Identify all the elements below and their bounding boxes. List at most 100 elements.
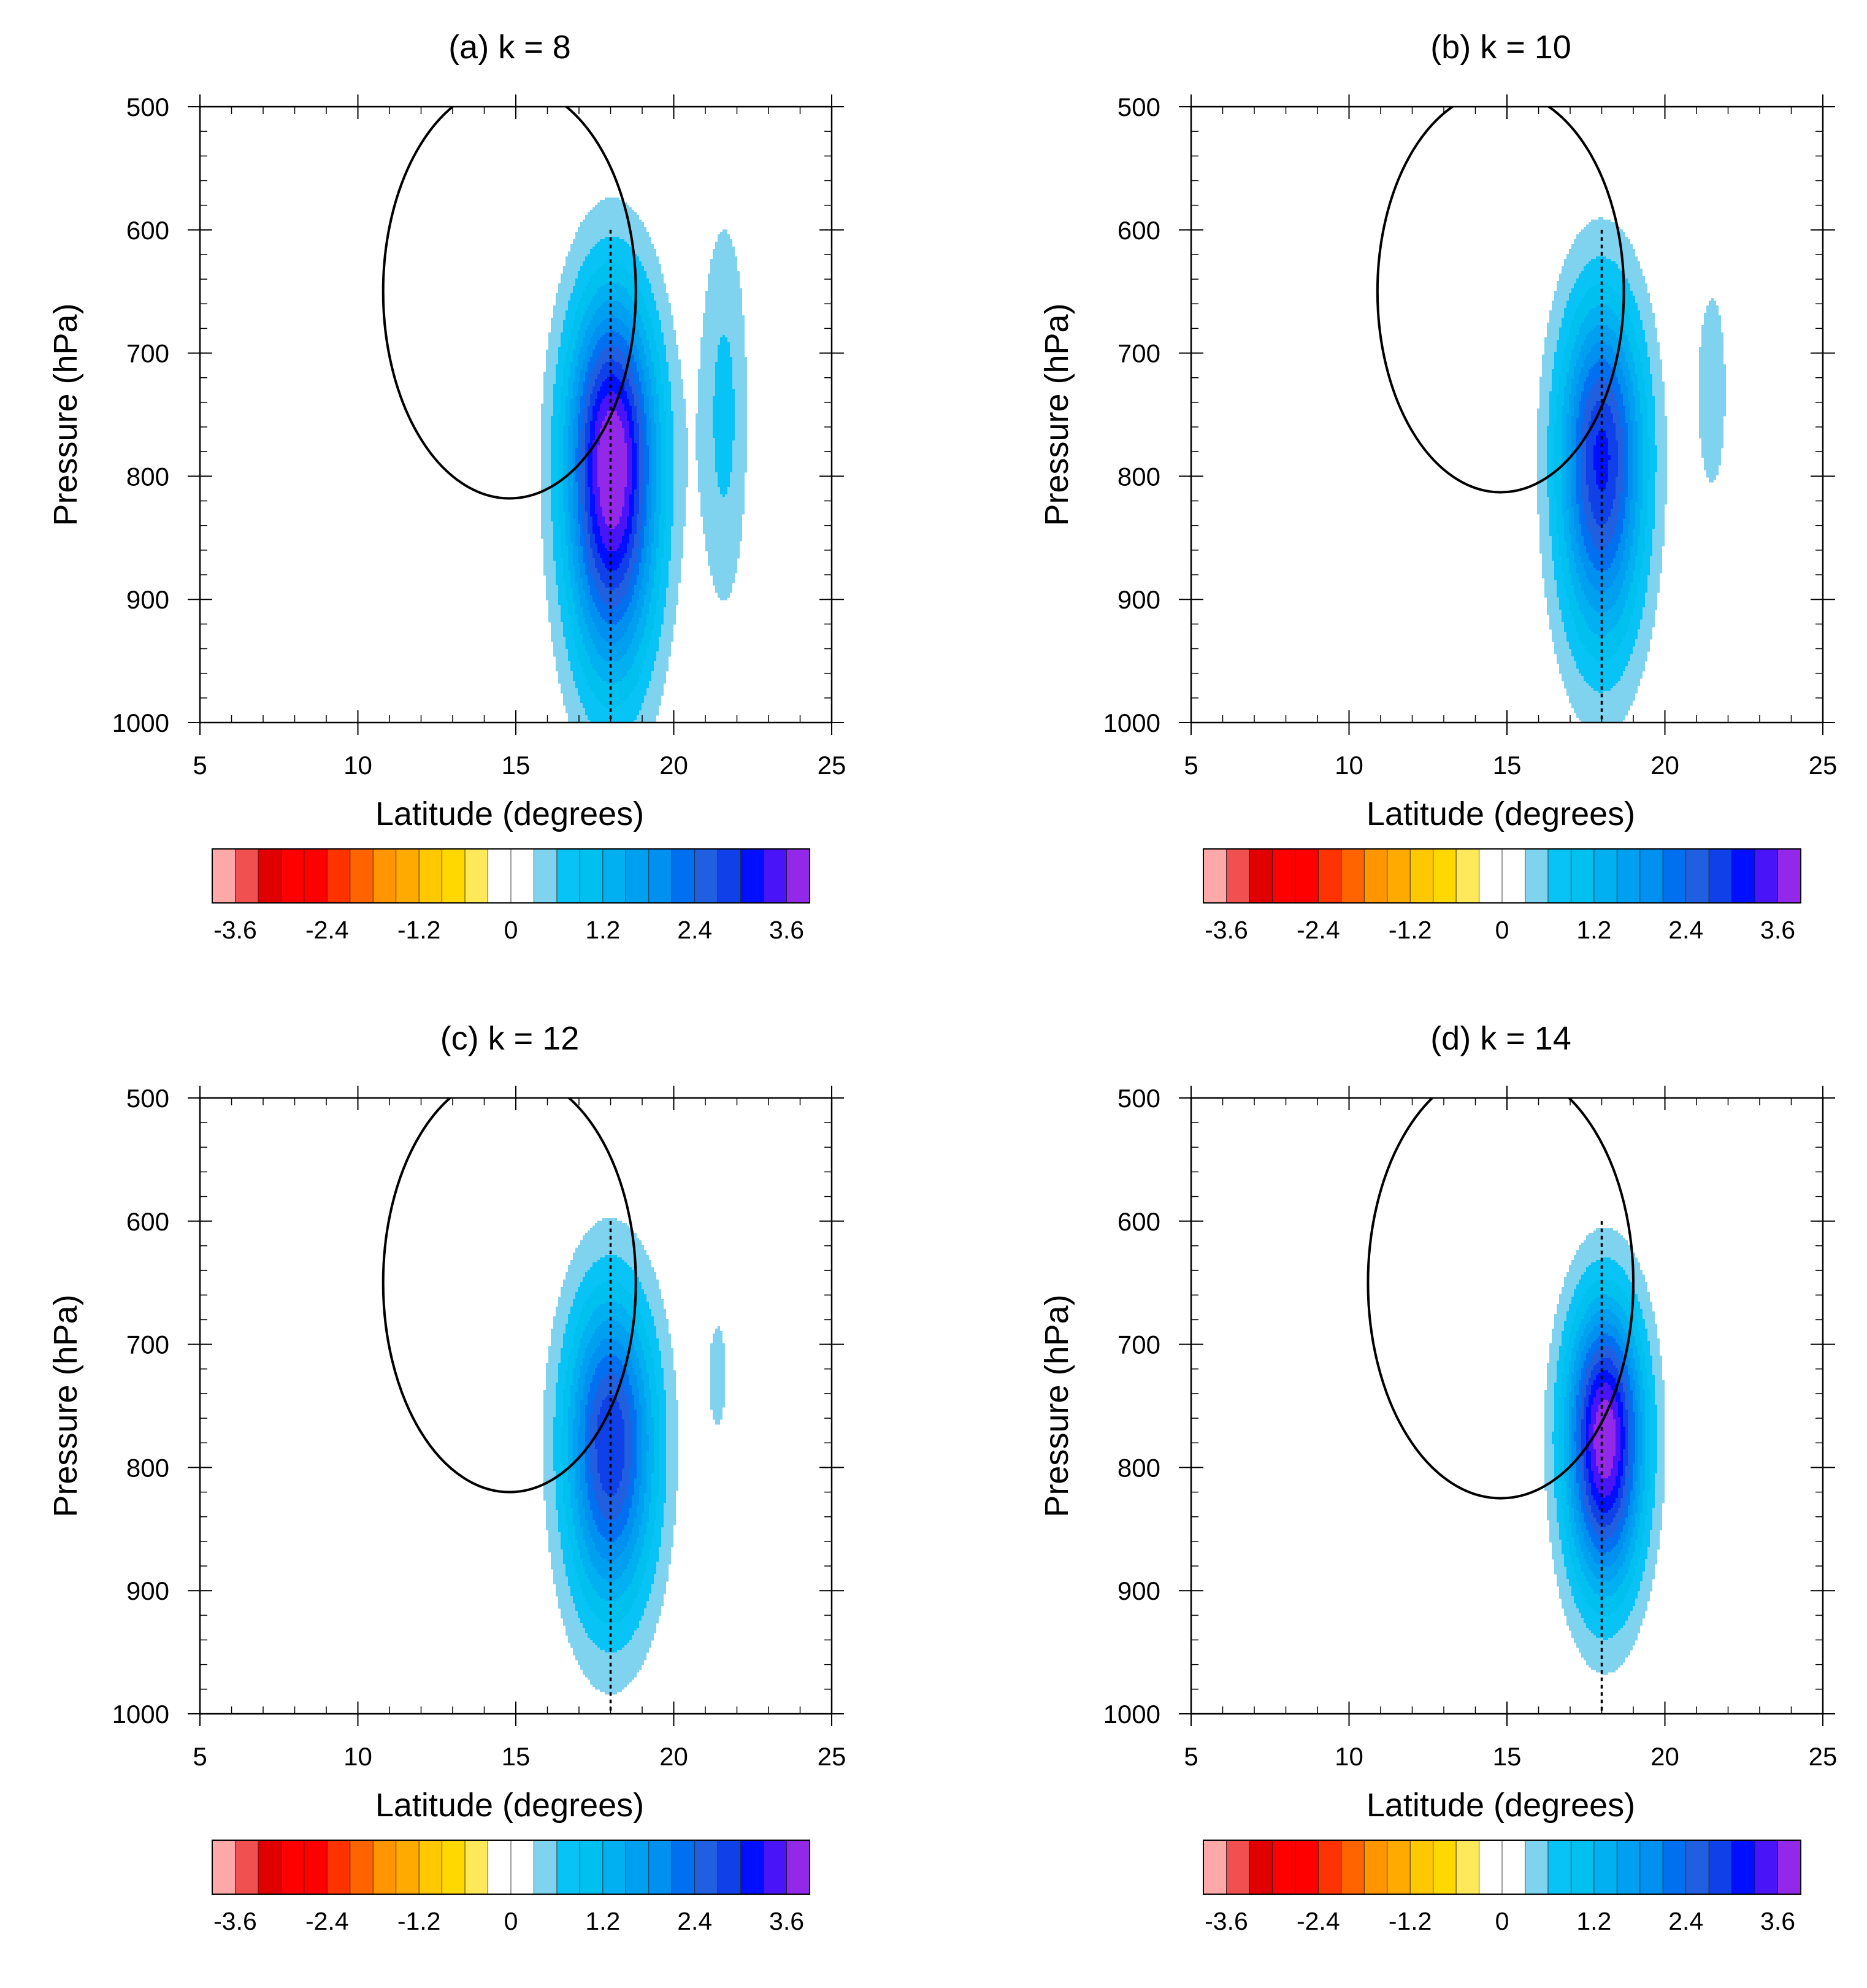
contour-band xyxy=(661,374,669,377)
contour-band xyxy=(600,337,624,340)
contour-band xyxy=(563,440,568,443)
contour-band xyxy=(1630,345,1638,348)
contour-band xyxy=(1647,413,1655,416)
contour-band xyxy=(673,472,688,475)
contour-band xyxy=(1557,499,1562,502)
contour-band xyxy=(642,551,646,554)
contour-band xyxy=(669,379,683,382)
contour-band xyxy=(671,382,683,385)
contour-band xyxy=(1633,477,1638,480)
contour-band xyxy=(1647,431,1655,434)
contour-band xyxy=(565,261,583,264)
contour-band xyxy=(575,610,583,613)
contour-band xyxy=(642,342,649,345)
contour-band xyxy=(698,401,713,404)
contour-band xyxy=(651,323,661,326)
contour-band xyxy=(1638,494,1643,497)
contour-band xyxy=(1647,502,1655,505)
contour-band xyxy=(1628,489,1633,493)
contour-band xyxy=(1628,460,1633,463)
contour-band xyxy=(592,477,597,480)
contour-band xyxy=(732,357,747,360)
contour-band xyxy=(627,342,634,345)
contour-band xyxy=(1701,448,1721,451)
contour-band xyxy=(639,595,644,598)
contour-band xyxy=(1557,421,1562,424)
contour-band xyxy=(563,570,570,574)
contour-band xyxy=(583,418,588,421)
contour-band xyxy=(1640,401,1647,404)
contour-band xyxy=(573,443,578,446)
contour-band xyxy=(627,357,634,360)
contour-band xyxy=(568,649,578,652)
contour-band xyxy=(1633,433,1638,436)
contour-band xyxy=(1586,436,1596,439)
contour-band xyxy=(1566,433,1571,436)
contour-band xyxy=(1635,418,1643,421)
contour-band xyxy=(563,561,568,564)
contour-band xyxy=(669,563,681,566)
contour-band xyxy=(570,585,578,588)
contour-band xyxy=(1650,369,1662,372)
colorbar-swatch xyxy=(648,849,672,903)
contour-band xyxy=(568,384,573,387)
contour-band xyxy=(666,509,673,512)
contour-band xyxy=(642,291,651,294)
contour-band xyxy=(602,656,622,659)
contour-band xyxy=(585,217,639,220)
contour-band xyxy=(664,409,671,412)
contour-band xyxy=(1635,332,1645,336)
contour-band xyxy=(661,472,666,475)
contour-band xyxy=(637,406,639,409)
contour-band xyxy=(578,494,580,497)
contour-band xyxy=(1618,453,1623,456)
contour-band xyxy=(735,396,747,399)
contour-band xyxy=(573,438,578,441)
contour-band xyxy=(570,337,578,340)
contour-band xyxy=(1581,455,1586,458)
contour-band xyxy=(1643,416,1647,419)
contour-band xyxy=(634,590,639,593)
contour-band xyxy=(573,548,578,551)
contour-band xyxy=(642,389,646,392)
contour-band xyxy=(565,539,570,542)
contour-band xyxy=(619,546,627,549)
contour-band xyxy=(570,411,575,414)
contour-band xyxy=(597,374,610,377)
contour-band xyxy=(624,494,629,497)
contour-band xyxy=(698,411,713,414)
contour-band xyxy=(573,391,578,394)
contour-band xyxy=(735,438,747,441)
contour-band xyxy=(646,421,651,424)
contour-band xyxy=(661,561,669,564)
contour-band xyxy=(588,455,592,458)
contour-band xyxy=(664,404,671,407)
contour-band xyxy=(639,494,644,497)
contour-band xyxy=(656,612,664,615)
contour-band xyxy=(565,595,573,598)
contour-band xyxy=(646,593,651,596)
contour-band xyxy=(673,433,688,436)
contour-band xyxy=(639,617,646,620)
contour-band xyxy=(718,357,732,360)
contour-band xyxy=(1566,465,1571,468)
contour-band xyxy=(573,590,578,593)
contour-band xyxy=(575,453,580,456)
contour-band xyxy=(597,568,607,571)
contour-band xyxy=(1537,426,1547,429)
contour-band xyxy=(1616,482,1623,485)
contour-band xyxy=(1569,293,1586,296)
contour-band xyxy=(1547,494,1554,497)
contour-band xyxy=(556,580,565,583)
contour-band xyxy=(588,678,602,681)
contour-band xyxy=(580,323,590,326)
contour-band xyxy=(698,406,713,409)
contour-band xyxy=(671,386,683,390)
contour-band xyxy=(1701,332,1723,336)
contour-band xyxy=(580,700,600,704)
contour-band xyxy=(1606,521,1618,524)
contour-band xyxy=(644,436,646,439)
contour-band xyxy=(1549,416,1557,419)
contour-band xyxy=(568,482,573,485)
contour-band xyxy=(1557,504,1562,507)
